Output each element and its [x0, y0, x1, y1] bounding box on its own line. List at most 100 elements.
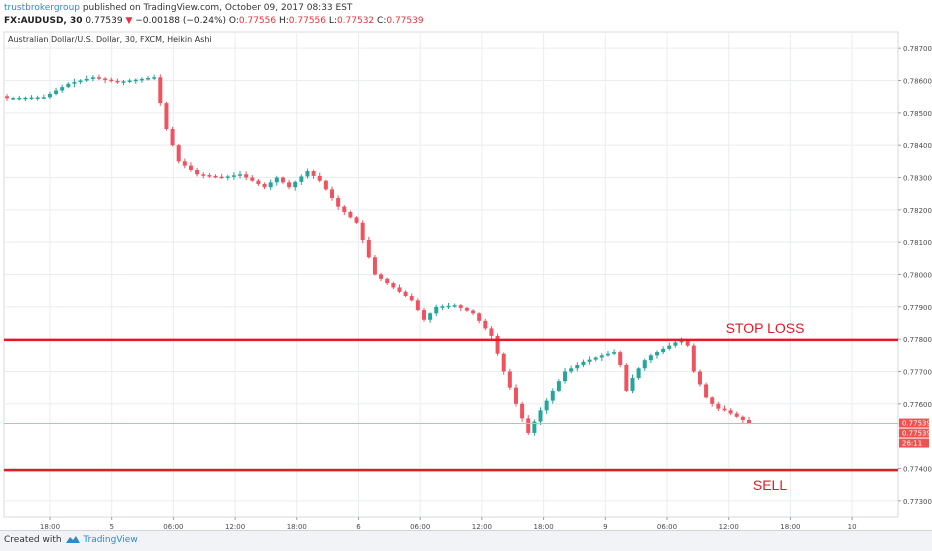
candle-down [342, 206, 347, 212]
candlestick-chart[interactable]: 0.78700 0.78600 0.78500 0.78400 0.78300 0.782… [0, 30, 932, 530]
author-link[interactable]: trustbrokergroup [4, 3, 80, 13]
candle-down [747, 420, 751, 424]
tradingview-brand[interactable]: TradingView [83, 535, 138, 545]
x-tick-label: 9 [603, 523, 607, 530]
close-value: 0.77539 [386, 16, 424, 26]
candle-up [17, 97, 22, 100]
candle-down [96, 77, 101, 79]
candle-up [550, 390, 555, 401]
candle-down [495, 335, 500, 354]
candle-down [287, 182, 292, 188]
candle-down [280, 177, 285, 183]
candle-down [477, 313, 482, 321]
candle-down [520, 403, 525, 419]
candle-down [354, 217, 359, 223]
y-tick-label: 0.77700 [903, 369, 932, 377]
x-tick-label: 12:00 [472, 523, 492, 530]
candle-down [526, 418, 531, 433]
low-label: L: [328, 16, 337, 26]
y-tick-label: 0.77800 [903, 336, 932, 344]
price-tag-label: 26:11 [902, 440, 922, 448]
candle-up [41, 97, 46, 99]
price-tag-label: 0.77539 [902, 430, 931, 438]
candle-down [311, 171, 316, 176]
candle-up [661, 348, 666, 353]
candle-down [697, 371, 702, 385]
candle-down [323, 180, 328, 190]
candle-down [716, 403, 721, 409]
candle-down [458, 305, 463, 308]
candle-down [170, 129, 175, 146]
candle-up [231, 175, 236, 177]
candle-down [244, 174, 249, 178]
candle-down [5, 96, 9, 99]
x-tick-label: 18:00 [287, 523, 307, 530]
candle-down [624, 365, 629, 391]
candle-down [109, 79, 114, 82]
price-tag-label: 0.77539 [902, 420, 931, 428]
candle-up [648, 355, 653, 361]
chart-area[interactable]: 0.78700 0.78600 0.78500 0.78400 0.78300 0.782… [0, 30, 932, 530]
candle-down [409, 296, 414, 301]
candle-down [188, 165, 193, 170]
candle-down [415, 300, 420, 311]
candle-up [667, 345, 672, 349]
tradingview-logo-icon [66, 536, 81, 543]
candle-up [563, 371, 568, 382]
candle-up [428, 313, 433, 320]
candle-up [84, 78, 89, 81]
candle-down [710, 397, 715, 404]
open-label: O: [228, 16, 239, 26]
candle-down [385, 278, 390, 284]
close-label: C: [377, 16, 387, 26]
x-tick-label: 06:00 [410, 523, 430, 530]
candle-up [434, 306, 439, 314]
candle-up [11, 98, 16, 100]
published-text: published on TradingView.com, October 09… [79, 3, 353, 13]
x-tick-label: 10 [848, 523, 857, 530]
candle-down [685, 340, 690, 346]
price-tag [899, 428, 929, 438]
candle-up [146, 78, 151, 80]
candle-down [397, 287, 402, 292]
y-tick-label: 0.77400 [903, 466, 932, 474]
candle-down [513, 387, 518, 404]
candle-up [630, 377, 635, 391]
y-tick-label: 0.78000 [903, 272, 932, 280]
y-tick-label: 0.78500 [903, 110, 932, 118]
y-tick-label: 0.77600 [903, 401, 932, 409]
candle-up [440, 306, 445, 308]
created-with-label: Created with [4, 535, 62, 545]
candle-up [293, 181, 298, 188]
candle-down [483, 320, 488, 329]
candle-down [250, 177, 255, 181]
candle-up [587, 359, 592, 362]
candle-down [704, 384, 709, 398]
last-price: 0.77539 [85, 16, 123, 26]
price-tag [899, 438, 929, 448]
candle-up [446, 305, 451, 308]
candle-down [219, 176, 224, 179]
x-tick-label: 12:00 [719, 523, 739, 530]
candle-down [507, 371, 512, 388]
candle-up [599, 355, 604, 358]
candle-down [182, 161, 187, 166]
symbol-label: FX:AUDUSD, 30 [4, 16, 83, 26]
candle-up [23, 97, 28, 100]
candle-down [195, 169, 200, 175]
candle-up [54, 90, 59, 94]
candle-down [158, 77, 163, 104]
y-tick-label: 0.78300 [903, 175, 932, 183]
x-tick-label: 6 [356, 523, 361, 530]
candle-down [213, 175, 218, 178]
candle-up [299, 176, 304, 182]
candle-up [35, 97, 40, 99]
y-tick-label: 0.77300 [903, 498, 932, 506]
candle-down [366, 240, 371, 258]
candle-up [636, 368, 641, 378]
high-label: H: [278, 16, 289, 26]
low-value: 0.77532 [336, 16, 375, 26]
y-tick-label: 0.78400 [903, 142, 932, 150]
publish-header: trustbrokergroup published on TradingVie… [0, 0, 932, 30]
candle-up [238, 174, 243, 176]
